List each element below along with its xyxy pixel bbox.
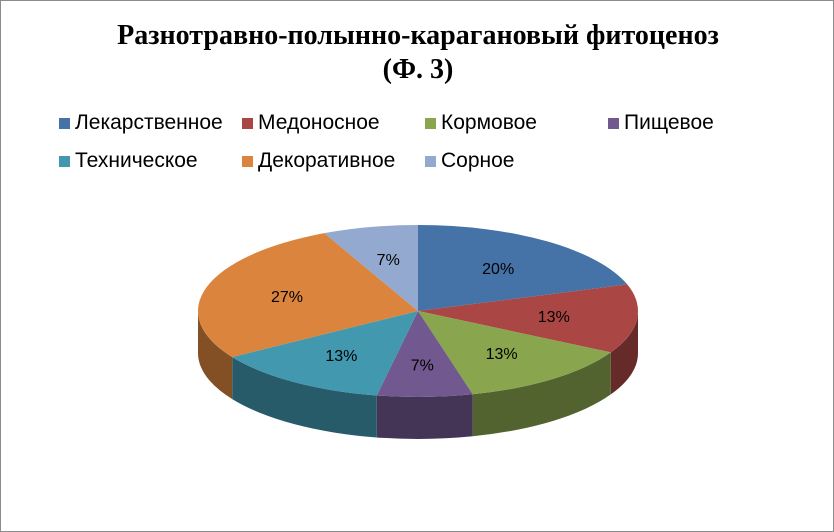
legend-label: Пищевое xyxy=(624,111,714,134)
pie-slice-3 xyxy=(376,311,473,398)
legend-swatch xyxy=(59,117,70,129)
data-label-6: 7% xyxy=(377,252,400,269)
chart-legend: Лекарственное Медоносное Кормовое Пищево… xyxy=(1,1,833,181)
legend-swatch xyxy=(242,117,253,129)
chart-title-line2: (Ф. 3) xyxy=(382,54,454,85)
legend-item-decorative: Декоративное xyxy=(242,149,395,173)
legend-item-food: Пищевое xyxy=(608,111,714,135)
pie-side-5 xyxy=(198,311,233,400)
pie-side-1 xyxy=(610,311,638,395)
legend-label: Лекарственное xyxy=(75,111,223,134)
legend-label: Декоративное xyxy=(258,149,396,172)
pie-side-walls xyxy=(198,311,638,439)
legend-item-medicinal: Лекарственное xyxy=(59,111,223,135)
legend-swatch xyxy=(608,117,619,129)
legend-swatch xyxy=(425,155,436,167)
pie-slice-6 xyxy=(324,225,418,311)
legend-label: Сорное xyxy=(441,149,515,172)
data-label-2: 13% xyxy=(486,346,518,363)
data-label-4: 13% xyxy=(325,348,357,365)
pie-side-2 xyxy=(472,352,611,437)
pie-slice-1 xyxy=(418,284,638,353)
data-label-1: 13% xyxy=(538,309,570,326)
legend-label: Кормовое xyxy=(441,111,537,134)
chart-title-line1: Разнотравно-полынно-карагановый фитоцено… xyxy=(117,20,719,51)
pie-data-labels: 20% 13% 13% 7% 13% 27% 7% xyxy=(271,252,570,374)
chart-title: Разнотравно-полынно-карагановый фитоцено… xyxy=(1,19,833,87)
pie-side-4 xyxy=(232,357,377,438)
legend-swatch xyxy=(242,155,253,167)
pie-slice-5 xyxy=(197,233,418,358)
pie-top xyxy=(197,225,638,398)
data-label-3: 7% xyxy=(411,357,434,374)
data-label-5: 27% xyxy=(271,289,303,306)
pie-slice-4 xyxy=(232,311,418,396)
legend-item-fodder: Кормовое xyxy=(425,111,537,135)
data-label-0: 20% xyxy=(482,261,514,278)
pie-slice-0 xyxy=(418,225,628,311)
legend-item-technical: Техническое xyxy=(59,149,198,173)
legend-label: Техническое xyxy=(75,149,198,172)
legend-label: Медоносное xyxy=(258,111,380,134)
legend-item-honey: Медоносное xyxy=(242,111,380,135)
legend-swatch xyxy=(425,117,436,129)
legend-swatch xyxy=(59,155,70,167)
legend-item-weed: Сорное xyxy=(425,149,514,173)
pie-slice-2 xyxy=(418,311,611,395)
pie-side-3 xyxy=(376,394,473,439)
